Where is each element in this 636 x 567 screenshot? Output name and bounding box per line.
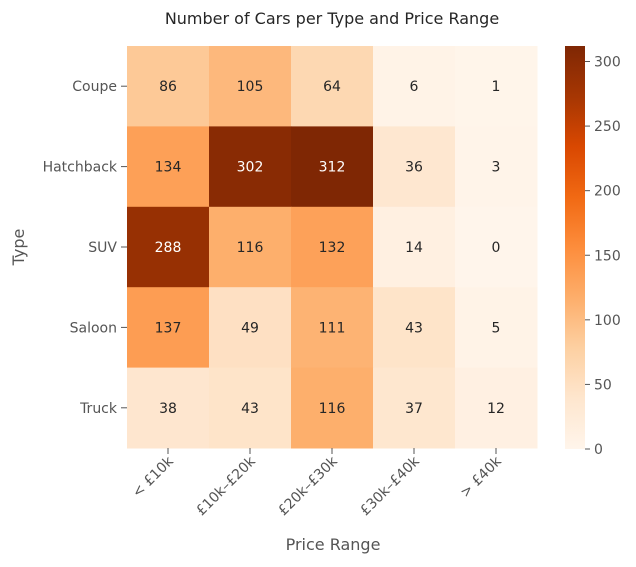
heatmap-cell-hatchback-5 xyxy=(455,126,538,208)
cell-value-label: 43 xyxy=(241,401,259,417)
cell-value-label: 6 xyxy=(410,79,419,95)
colorbar-tick-label: 200 xyxy=(594,184,621,200)
heatmap-cell-coupe-5 xyxy=(455,46,538,127)
cell-value-label: 14 xyxy=(405,240,423,256)
cell-value-label: 105 xyxy=(237,79,264,95)
heatmap-cell-coupe-3 xyxy=(291,46,374,127)
y-tick-label-hatchback: Hatchback xyxy=(43,160,118,176)
heatmap-cell-hatchback-1 xyxy=(127,126,210,208)
colorbar-gradient xyxy=(565,46,585,449)
heatmap-cell-hatchback-2 xyxy=(209,126,292,208)
y-tick-label-coupe: Coupe xyxy=(72,79,117,95)
y-tick-label-saloon: Saloon xyxy=(70,320,117,336)
heatmap-cell-suv-1 xyxy=(127,206,210,288)
cell-value-label: 132 xyxy=(319,240,346,256)
colorbar: 0 50 100 150 200 250 300 xyxy=(565,46,621,458)
x-axis: < £10k £10k–£20k £20k–£30k £30k–£40k > £40k xyxy=(129,448,505,519)
cell-labels: 86 105 64 6 1 134 302 312 36 3 288 116 132 14 0 137 49 11… xyxy=(155,79,505,417)
heatmap-cell-truck-4 xyxy=(373,367,456,449)
x-tick-label-5: > £40k xyxy=(457,453,505,501)
x-tick-label-1: < £10k xyxy=(129,453,177,501)
heatmap-cell-coupe-4 xyxy=(373,46,456,127)
cell-value-label: 312 xyxy=(319,160,346,176)
x-axis-title: Price Range xyxy=(286,535,381,554)
colorbar-tick-label: 250 xyxy=(594,119,621,135)
colorbar-tick-label: 50 xyxy=(594,377,612,393)
heatmap-cell-saloon-4 xyxy=(373,287,456,369)
colorbar-tick-label: 300 xyxy=(594,55,621,71)
y-axis-title: Type xyxy=(9,229,28,267)
heatmap-cell-truck-1 xyxy=(127,367,210,449)
heatmap-cell-suv-5 xyxy=(455,206,538,288)
colorbar-tick-label: 0 xyxy=(594,442,603,458)
cell-value-label: 12 xyxy=(487,401,505,417)
y-axis: Coupe Hatchback SUV Saloon Truck xyxy=(43,79,127,417)
heatmap-cell-saloon-3 xyxy=(291,287,374,369)
heatmap-cell-hatchback-4 xyxy=(373,126,456,208)
cell-value-label: 116 xyxy=(237,240,264,256)
y-tick-label-suv: SUV xyxy=(88,240,117,256)
cell-value-label: 116 xyxy=(319,401,346,417)
heatmap-cell-coupe-2 xyxy=(209,46,292,127)
cell-value-label: 137 xyxy=(155,320,182,336)
x-tick-label-3: £20k–£30k xyxy=(275,453,341,519)
heatmap-cell-coupe-1 xyxy=(127,46,210,127)
x-tick-label-4: £30k–£40k xyxy=(357,453,423,519)
heatmap-cell-suv-2 xyxy=(209,206,292,288)
cell-value-label: 3 xyxy=(492,160,501,176)
x-tick-label-2: £10k–£20k xyxy=(193,453,259,519)
cell-value-label: 38 xyxy=(159,401,177,417)
cell-value-label: 43 xyxy=(405,320,423,336)
cell-value-label: 302 xyxy=(237,160,264,176)
heatmap-cells xyxy=(127,46,538,449)
heatmap-cell-hatchback-3 xyxy=(291,126,374,208)
cell-value-label: 5 xyxy=(492,320,501,336)
heatmap-cell-truck-3 xyxy=(291,367,374,449)
colorbar-tick-label: 150 xyxy=(594,248,621,264)
chart-title: Number of Cars per Type and Price Range xyxy=(165,9,499,28)
heatmap-cell-suv-4 xyxy=(373,206,456,288)
cell-value-label: 86 xyxy=(159,79,177,95)
cell-value-label: 0 xyxy=(492,240,501,256)
heatmap-cell-saloon-5 xyxy=(455,287,538,369)
heatmap-cell-saloon-1 xyxy=(127,287,210,369)
cell-value-label: 288 xyxy=(155,240,182,256)
heatmap-cell-saloon-2 xyxy=(209,287,292,369)
cell-value-label: 64 xyxy=(323,79,341,95)
y-tick-label-truck: Truck xyxy=(79,401,118,417)
cell-value-label: 1 xyxy=(492,79,501,95)
heatmap-cell-truck-5 xyxy=(455,367,538,449)
cell-value-label: 111 xyxy=(319,320,346,336)
cell-value-label: 49 xyxy=(241,320,259,336)
heatmap-cell-truck-2 xyxy=(209,367,292,449)
cell-value-label: 36 xyxy=(405,160,423,176)
heatmap-cell-suv-3 xyxy=(291,206,374,288)
cell-value-label: 134 xyxy=(155,160,182,176)
colorbar-tick-label: 100 xyxy=(594,313,621,329)
cell-value-label: 37 xyxy=(405,401,423,417)
